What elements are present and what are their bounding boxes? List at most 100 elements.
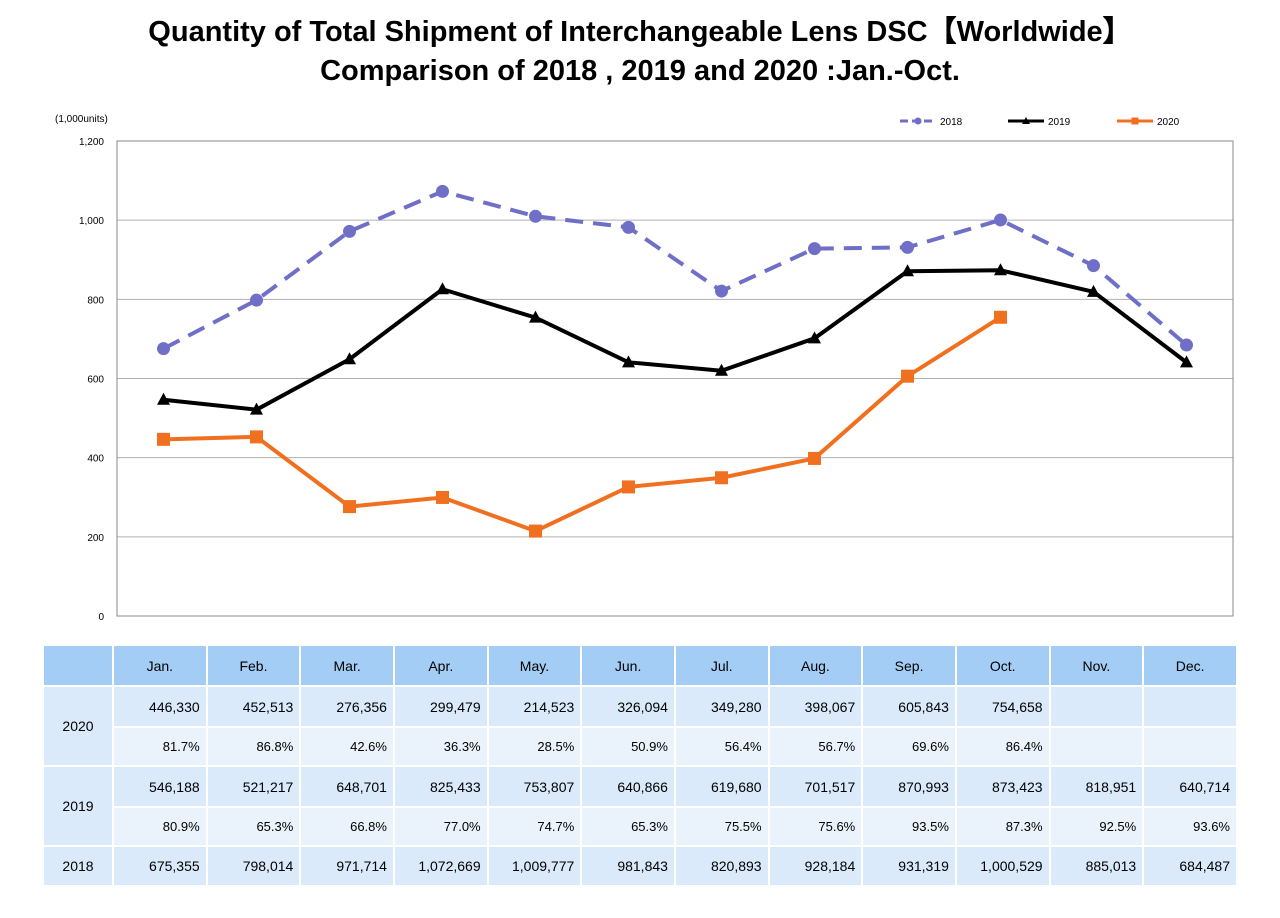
value-cell: 640,866 bbox=[580, 765, 676, 808]
ratio-cell: 87.3% bbox=[954, 806, 1051, 847]
series-line-2020 bbox=[163, 315, 1002, 534]
ratio-cell bbox=[1048, 726, 1145, 767]
data-point-2019 bbox=[250, 402, 263, 415]
data-point-2020 bbox=[994, 310, 1007, 324]
data-point-2020 bbox=[157, 432, 170, 446]
value-cell: 754,658 bbox=[954, 685, 1051, 728]
value-cell bbox=[1142, 685, 1238, 728]
data-point-2018 bbox=[529, 209, 542, 223]
ratio-cell: 75.5% bbox=[673, 806, 770, 847]
row-header-year: 2020 bbox=[42, 685, 114, 767]
chart-title-line-1: Quantity of Total Shipment of Interchang… bbox=[148, 16, 1132, 48]
table-row-2019-ratios: 80.9% 65.3% 66.8% 77.0% 74.7% 65.3% 75.5% 75.6%… bbox=[43, 806, 1238, 847]
value-cell: 820,893 bbox=[673, 845, 770, 887]
data-point-2019 bbox=[808, 331, 821, 344]
value-cell: 870,993 bbox=[861, 765, 957, 808]
value-cell: 931,319 bbox=[861, 845, 957, 887]
ratio-cell: 65.3% bbox=[205, 806, 302, 847]
data-point-2019 bbox=[994, 263, 1007, 276]
value-cell: 928,184 bbox=[767, 845, 864, 887]
column-header: Dec. bbox=[1142, 644, 1238, 687]
column-header: Jan. bbox=[112, 644, 208, 687]
ratio-cell: 56.4% bbox=[673, 726, 770, 767]
ratio-cell: 42.6% bbox=[299, 726, 395, 767]
column-header: Aug. bbox=[767, 644, 864, 687]
data-point-2020 bbox=[529, 524, 542, 538]
unit-label: (1,000units) bbox=[55, 114, 108, 125]
data-point-2018 bbox=[715, 284, 728, 298]
data-point-2019 bbox=[901, 264, 914, 277]
chart-title-line-2: Comparison of 2018 , 2019 and 2020 :Jan.… bbox=[320, 55, 960, 87]
ratio-cell: 66.8% bbox=[299, 806, 395, 847]
value-cell: 971,714 bbox=[299, 845, 395, 887]
column-header: Jul. bbox=[673, 644, 770, 687]
data-point-2018 bbox=[1180, 338, 1193, 352]
series-line-2018 bbox=[162, 189, 1188, 351]
table-body: 2020 446,330 452,513 276,356 299,479 214,523 3… bbox=[42, 685, 1238, 887]
value-cell: 326,094 bbox=[580, 685, 676, 728]
value-cell: 1,000,529 bbox=[954, 845, 1051, 887]
data-point-2018 bbox=[622, 220, 635, 234]
data-point-2018 bbox=[436, 184, 449, 198]
y-tick-label: 1,200 bbox=[79, 137, 104, 148]
row-header-year: 2019 bbox=[42, 765, 114, 847]
legend: 2018 2019 2020 bbox=[900, 117, 1180, 128]
value-cell: 398,067 bbox=[767, 685, 864, 728]
data-point-2020 bbox=[250, 430, 263, 444]
value-cell: 605,843 bbox=[861, 685, 957, 728]
value-cell: 675,355 bbox=[112, 845, 208, 887]
ratio-cell: 75.6% bbox=[767, 806, 864, 847]
table-row-2018-values: 2018 675,355 798,014 971,714 1,072,669 1,009,… bbox=[42, 845, 1238, 887]
ratio-cell: 86.8% bbox=[205, 726, 302, 767]
legend-item-2018: 2018 bbox=[900, 117, 963, 128]
column-header: Nov. bbox=[1048, 644, 1145, 687]
y-tick-label: 1,000 bbox=[79, 216, 104, 227]
column-header: Oct. bbox=[954, 644, 1051, 687]
value-cell: 640,714 bbox=[1142, 765, 1238, 808]
value-cell: 648,701 bbox=[299, 765, 395, 808]
value-cell: 299,479 bbox=[392, 685, 489, 728]
column-header: Apr. bbox=[392, 644, 489, 687]
data-point-2018 bbox=[808, 242, 821, 256]
data-point-2019 bbox=[1087, 284, 1100, 297]
series-lines bbox=[157, 184, 1193, 538]
value-cell: 701,517 bbox=[767, 765, 864, 808]
data-point-2020 bbox=[622, 480, 635, 494]
data-point-2019 bbox=[343, 352, 356, 365]
legend-label: 2018 bbox=[940, 117, 963, 128]
data-point-2020 bbox=[436, 490, 449, 504]
column-header: Mar. bbox=[299, 644, 395, 687]
grid-lines bbox=[116, 140, 1234, 617]
value-cell: 452,513 bbox=[205, 685, 302, 728]
table-corner-cell bbox=[42, 644, 114, 687]
row-header-year: 2018 bbox=[42, 845, 114, 887]
legend-item-2019: 2019 bbox=[1008, 117, 1071, 128]
line-chart: (1,000units) 0 200 400 600 800 1,000 1,200 201… bbox=[55, 114, 1234, 623]
ratio-cell: 56.7% bbox=[767, 726, 864, 767]
ratio-cell: 50.9% bbox=[580, 726, 676, 767]
table-row-2020-values: 2020 446,330 452,513 276,356 299,479 214,523 3… bbox=[42, 685, 1238, 767]
ratio-cell: 69.6% bbox=[861, 726, 957, 767]
data-point-2019 bbox=[436, 282, 449, 295]
value-cell: 546,188 bbox=[112, 765, 208, 808]
ratio-cell bbox=[1142, 726, 1238, 767]
y-tick-label: 200 bbox=[87, 533, 104, 544]
table-header-row: Jan. Feb. Mar. Apr. May. Jun. Jul. Aug. Sep. Oct.… bbox=[42, 644, 1238, 687]
data-point-2018 bbox=[1087, 259, 1100, 273]
value-cell: 214,523 bbox=[486, 685, 583, 728]
ratio-cell: 93.5% bbox=[861, 806, 957, 847]
data-point-2020 bbox=[808, 451, 821, 465]
ratio-cell: 80.9% bbox=[112, 806, 208, 847]
ratio-cell: 28.5% bbox=[486, 726, 583, 767]
ratio-cell: 65.3% bbox=[580, 806, 676, 847]
value-cell: 1,072,669 bbox=[392, 845, 489, 887]
value-cell: 818,951 bbox=[1048, 765, 1145, 808]
data-point-2019 bbox=[1180, 355, 1193, 368]
y-tick-label: 800 bbox=[87, 295, 104, 306]
value-cell: 981,843 bbox=[580, 845, 676, 887]
value-cell: 521,217 bbox=[205, 765, 302, 808]
value-cell: 1,009,777 bbox=[486, 845, 583, 887]
data-point-2020 bbox=[715, 471, 728, 485]
legend-label: 2020 bbox=[1157, 117, 1180, 128]
data-point-2019 bbox=[715, 363, 728, 376]
